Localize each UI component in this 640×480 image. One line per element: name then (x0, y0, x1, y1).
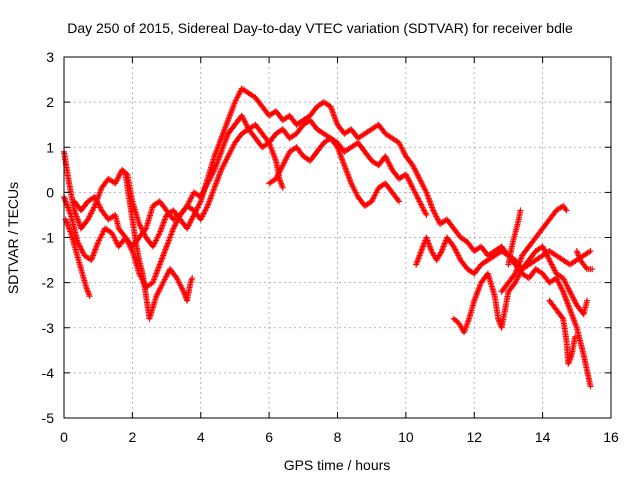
y-tick-label: -2 (42, 275, 55, 291)
data-point (586, 248, 593, 255)
y-tick-label: -5 (42, 410, 55, 426)
data-point (423, 211, 430, 218)
series-track-6 (266, 135, 430, 218)
data-point (589, 266, 596, 273)
data-point (189, 275, 196, 282)
data-point (188, 276, 195, 283)
data-point (395, 197, 402, 204)
series-track-9 (498, 202, 570, 295)
series-track-12 (573, 248, 596, 273)
data-points (61, 85, 596, 390)
series-track-11 (546, 297, 579, 367)
x-tick-label: 14 (535, 429, 551, 445)
y-tick-label: 3 (46, 49, 54, 65)
x-tick-label: 0 (60, 429, 68, 445)
data-point (396, 198, 403, 205)
data-point (517, 207, 524, 214)
data-point (188, 278, 195, 285)
series-track-7 (413, 234, 594, 277)
chart-title: Day 250 of 2015, Sidereal Day-to-day VTE… (67, 20, 573, 36)
x-tick-label: 8 (334, 429, 342, 445)
y-tick-label: -4 (42, 365, 55, 381)
x-tick-label: 10 (398, 429, 414, 445)
series-track-8 (450, 243, 591, 336)
data-point (572, 333, 579, 340)
y-tick-label: 2 (46, 94, 54, 110)
data-point (559, 314, 566, 321)
data-point (584, 297, 591, 304)
x-axis-label: GPS time / hours (284, 457, 391, 473)
data-point (86, 293, 93, 300)
y-tick-label: 1 (46, 139, 54, 155)
data-point (279, 184, 286, 191)
y-axis-label: SDTVAR / TECUs (5, 182, 21, 294)
series-track-10 (505, 207, 524, 268)
series-track-3 (62, 216, 93, 300)
data-point (563, 207, 570, 214)
data-point (587, 248, 594, 255)
series-track-5 (71, 121, 286, 250)
x-tick-label: 4 (197, 429, 205, 445)
x-tick-label: 2 (128, 429, 136, 445)
y-tick-label: -1 (42, 230, 55, 246)
series-track-2 (61, 112, 403, 291)
x-tick-label: 12 (466, 429, 482, 445)
y-tick-label: -3 (42, 320, 55, 336)
data-point (587, 383, 594, 390)
x-tick-label: 6 (265, 429, 273, 445)
y-tick-label: 0 (46, 184, 54, 200)
x-tick-label: 16 (603, 429, 619, 445)
